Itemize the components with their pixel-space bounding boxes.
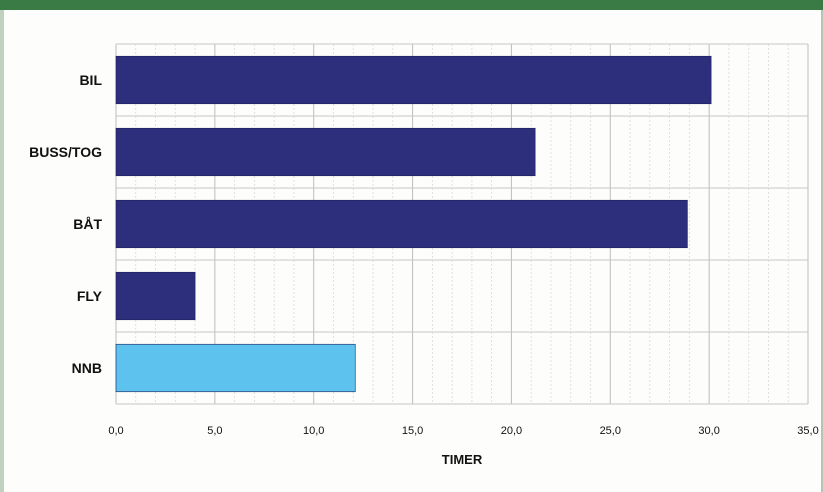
bar-b-t — [115, 199, 688, 249]
x-tick-label: 10,0 — [303, 425, 324, 437]
category-label: NNB — [72, 360, 102, 376]
category-label: BUSS/TOG — [29, 144, 102, 160]
bar-nnb — [115, 343, 356, 393]
x-tick-labels: 0,0 5,0 10,0 15,0 20,0 25,0 30,0 35,0 — [108, 425, 818, 437]
x-axis-title: TIMER — [442, 452, 483, 467]
bar-fly — [115, 271, 196, 321]
bars-layer — [115, 55, 712, 393]
category-label: BÅT — [73, 216, 102, 232]
x-tick-label: 15,0 — [402, 425, 423, 437]
left-border — [0, 10, 4, 492]
x-tick-label: 35,0 — [797, 425, 818, 437]
x-tick-label: 25,0 — [600, 425, 621, 437]
header-band — [0, 0, 823, 10]
category-label: FLY — [77, 288, 103, 304]
bar-buss-tog — [115, 127, 536, 177]
category-labels: BIL BUSS/TOG BÅT FLY NNB — [29, 72, 103, 376]
x-tick-label: 5,0 — [207, 425, 222, 437]
bar-bil — [115, 55, 712, 105]
x-tick-label: 20,0 — [501, 425, 522, 437]
right-border — [821, 10, 823, 492]
x-tick-label: 0,0 — [108, 425, 123, 437]
x-tick-label: 30,0 — [698, 425, 719, 437]
category-label: BIL — [79, 72, 102, 88]
